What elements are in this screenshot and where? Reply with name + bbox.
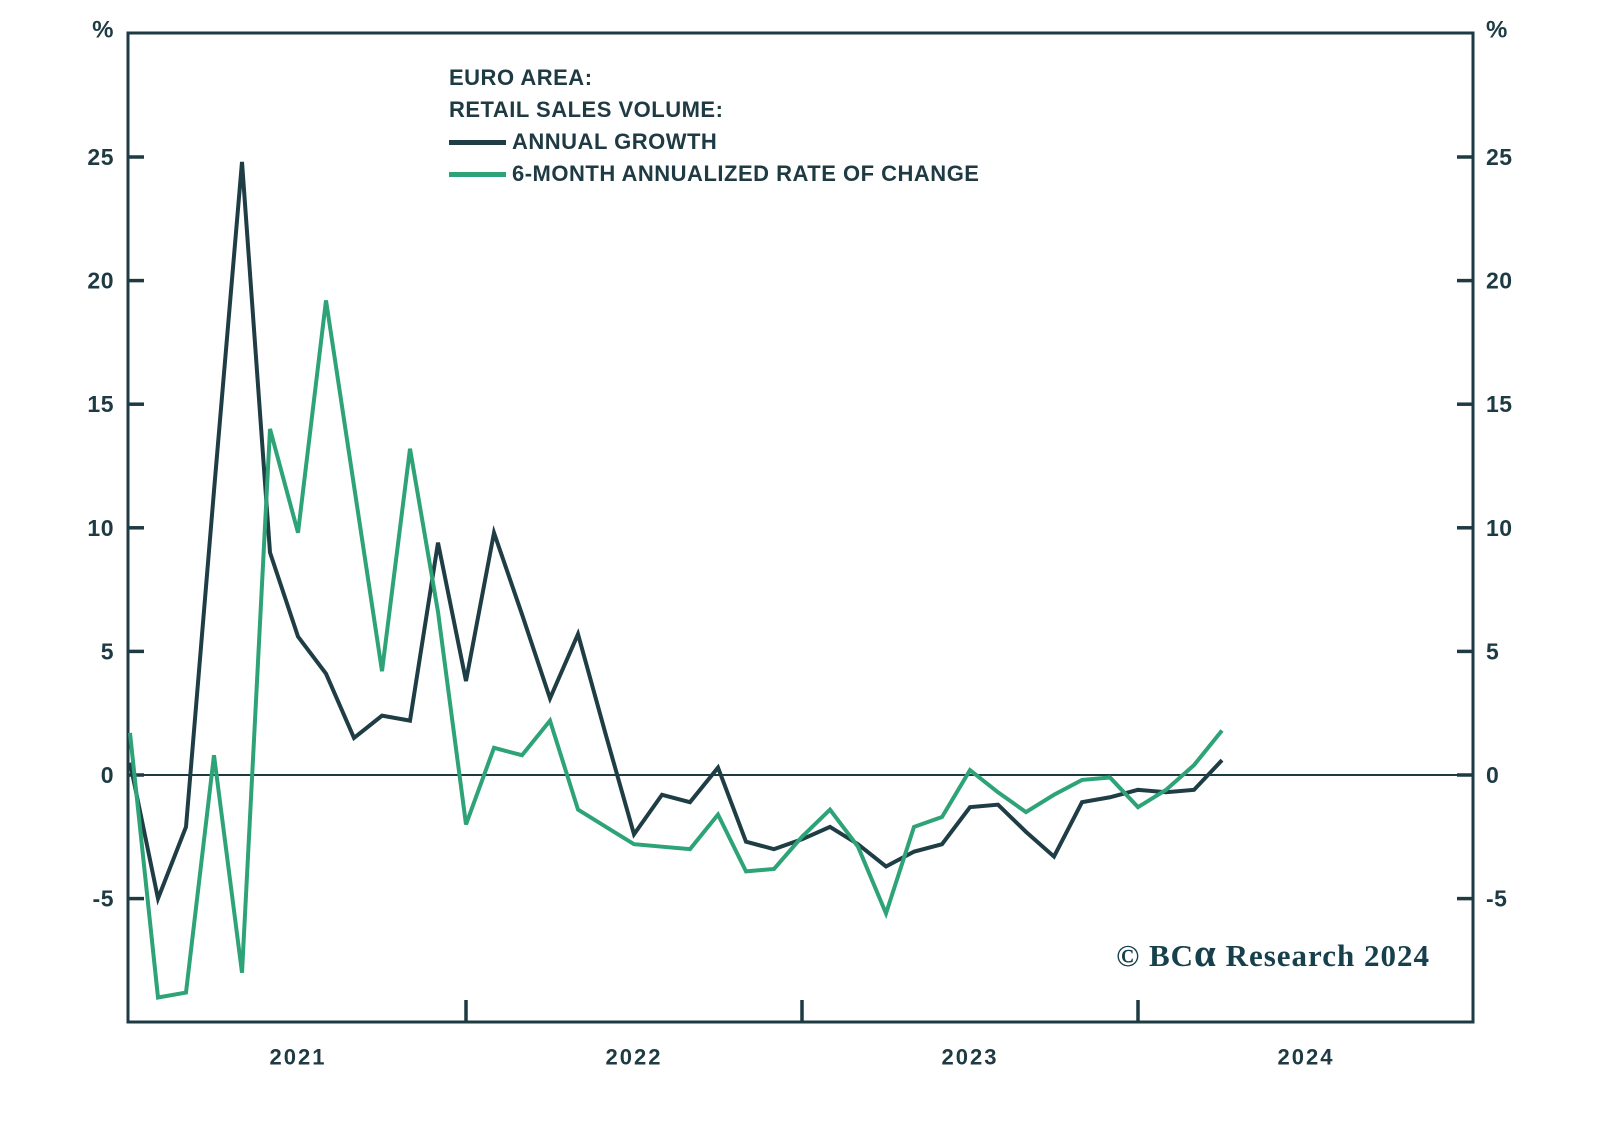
- year-label: 2023: [942, 1045, 999, 1070]
- y-tick-label-left: 20: [87, 268, 114, 294]
- legend-row-six-month: 6-MONTH ANNUALIZED RATE OF CHANGE: [449, 158, 979, 190]
- y-tick-label-left: 5: [101, 638, 114, 664]
- copyright-suffix: Research 2024: [1216, 938, 1430, 973]
- legend-row-annual-growth: ANNUAL GROWTH: [449, 126, 979, 158]
- y-tick-label-right: 25: [1486, 144, 1513, 170]
- percent-label-left: %: [92, 17, 114, 44]
- chart-title-block: EURO AREA: RETAIL SALES VOLUME: ANNUAL G…: [449, 62, 979, 190]
- chart-title-line1: EURO AREA:: [449, 65, 593, 90]
- y-tick-label-right: 15: [1486, 391, 1513, 417]
- year-label: 2022: [606, 1045, 663, 1070]
- y-tick-label-right: 20: [1486, 268, 1513, 294]
- chart-title-line2: RETAIL SALES VOLUME:: [449, 97, 724, 122]
- annual-growth-line-swatch: [449, 139, 506, 145]
- six-month-line-swatch: [449, 171, 506, 177]
- y-tick-label-left: 0: [101, 762, 114, 788]
- legend-label-six-month: 6-MONTH ANNUALIZED RATE OF CHANGE: [512, 161, 980, 186]
- copyright-notice: © BCα Research 2024: [1116, 934, 1430, 974]
- y-tick-label-right: 0: [1486, 762, 1499, 788]
- y-tick-label-right: -5: [1486, 886, 1507, 912]
- line-annual-growth: [128, 161, 1224, 906]
- y-tick-label-left: 15: [87, 391, 114, 417]
- y-tick-label-left: 25: [87, 144, 114, 170]
- y-tick-label-left: -5: [93, 886, 114, 912]
- year-label: 2024: [1278, 1045, 1335, 1070]
- line-6-month-annualized-rate-of-change: [128, 300, 1224, 1000]
- y-tick-label-right: 10: [1486, 515, 1513, 541]
- bca-alpha-glyph: α: [1194, 932, 1217, 975]
- legend-label-annual-growth: ANNUAL GROWTH: [512, 129, 718, 154]
- percent-label-right: %: [1486, 17, 1508, 44]
- y-tick-label-left: 10: [87, 515, 114, 541]
- y-tick-label-right: 5: [1486, 638, 1499, 664]
- year-label: 2021: [270, 1045, 327, 1070]
- copyright-prefix: © BC: [1116, 938, 1195, 973]
